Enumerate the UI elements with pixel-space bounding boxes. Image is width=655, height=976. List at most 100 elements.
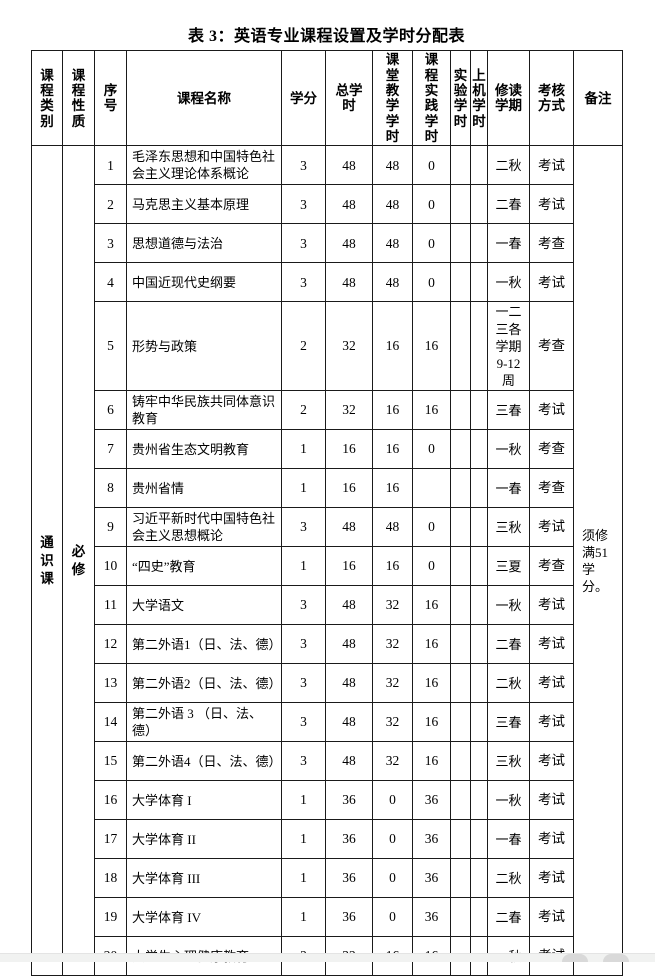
cell-practice-hours: 16: [412, 663, 451, 704]
category-cell: 通识课: [31, 145, 63, 976]
cell-course-name: 形势与政策: [126, 301, 282, 392]
doc-title: 表 3：英语专业课程设置及学时分配表: [187, 28, 465, 45]
cell-lecture-hours: 0: [372, 780, 413, 821]
cell-credits: 3: [281, 184, 326, 225]
category-label: 通识课: [40, 535, 54, 586]
cell-practice-hours: 0: [412, 184, 451, 225]
cell-lab-hours: [450, 223, 471, 264]
cell-course-name: 大学体育 IV: [126, 897, 282, 938]
cell-semester: 一秋: [487, 429, 530, 470]
cell-lecture-hours: 48: [372, 507, 413, 548]
cell-credits: 3: [281, 663, 326, 704]
cell-computer-hours: [470, 819, 488, 860]
cell-lab-hours: [450, 507, 471, 548]
cell-semester: 三春: [487, 390, 530, 431]
cell-semester: 二秋: [487, 663, 530, 704]
cell-semester: 一秋: [487, 585, 530, 626]
cell-course-name: 第二外语4（日、法、德）: [126, 741, 282, 782]
cell-computer-hours: [470, 624, 488, 665]
cell-semester: 二秋: [487, 858, 530, 899]
cell-assessment: 考试: [529, 663, 574, 704]
cell-assessment: 考试: [529, 897, 574, 938]
cell-no: 13: [94, 663, 127, 704]
cell-practice-hours: 16: [412, 702, 451, 743]
cell-lab-hours: [450, 390, 471, 431]
cell-total-hours: 48: [325, 741, 373, 782]
cell-total-hours: 32: [325, 301, 373, 392]
cell-total-hours: 48: [325, 262, 373, 303]
header-remarks: 备注: [573, 50, 623, 147]
cell-lab-hours: [450, 624, 471, 665]
cell-total-hours: 36: [325, 819, 373, 860]
cell-computer-hours: [470, 223, 488, 264]
cell-lecture-hours: 48: [372, 145, 413, 186]
cell-computer-hours: [470, 741, 488, 782]
cell-lecture-hours: 16: [372, 546, 413, 587]
table-row: 14 第二外语 3 （日、法、德） 3 48 32 16 三春 考试: [32, 702, 623, 743]
cell-total-hours: 16: [325, 429, 373, 470]
cell-assessment: 考试: [529, 702, 574, 743]
cell-course-name: 中国近现代史纲要: [126, 262, 282, 303]
bottom-bar-button-2[interactable]: [603, 954, 629, 962]
cell-assessment: 考试: [529, 819, 574, 860]
cell-lab-hours: [450, 819, 471, 860]
cell-no: 5: [94, 301, 127, 392]
cell-assessment: 考试: [529, 741, 574, 782]
table-row: 3 思想道德与法治 3 48 48 0 一春 考查: [32, 223, 623, 264]
table-row: 18 大学体育 III 1 36 0 36 二秋 考试: [32, 858, 623, 899]
cell-practice-hours: 36: [412, 858, 451, 899]
table-row: 17 大学体育 II 1 36 0 36 一春 考试: [32, 819, 623, 860]
cell-total-hours: 48: [325, 184, 373, 225]
cell-total-hours: 36: [325, 897, 373, 938]
cell-credits: 3: [281, 585, 326, 626]
cell-computer-hours: [470, 858, 488, 899]
cell-computer-hours: [470, 663, 488, 704]
cell-assessment: 考试: [529, 262, 574, 303]
cell-lab-hours: [450, 858, 471, 899]
cell-lecture-hours: 32: [372, 741, 413, 782]
cell-total-hours: 16: [325, 468, 373, 509]
cell-lecture-hours: 32: [372, 702, 413, 743]
cell-lecture-hours: 48: [372, 184, 413, 225]
cell-semester: 二秋: [487, 145, 530, 186]
cell-assessment: 考试: [529, 858, 574, 899]
cell-no: 16: [94, 780, 127, 821]
cell-semester: 三秋: [487, 741, 530, 782]
remarks-cell: 须修满51学分。: [573, 145, 623, 976]
cell-lab-hours: [450, 897, 471, 938]
cell-lecture-hours: 16: [372, 390, 413, 431]
cell-practice-hours: 36: [412, 897, 451, 938]
cell-no: 19: [94, 897, 127, 938]
cell-total-hours: 16: [325, 546, 373, 587]
cell-lecture-hours: 48: [372, 262, 413, 303]
cell-practice-hours: [412, 468, 451, 509]
cell-computer-hours: [470, 546, 488, 587]
cell-assessment: 考试: [529, 145, 574, 186]
cell-total-hours: 36: [325, 780, 373, 821]
cell-computer-hours: [470, 585, 488, 626]
cell-practice-hours: 0: [412, 546, 451, 587]
cell-practice-hours: 0: [412, 223, 451, 264]
cell-semester: 一春: [487, 223, 530, 264]
cell-assessment: 考查: [529, 223, 574, 264]
header-lab-hours: 实验学时: [450, 50, 471, 147]
bottom-bar-button-1[interactable]: [562, 954, 588, 962]
cell-course-name: 铸牢中华民族共同体意识教育: [126, 390, 282, 431]
cell-lab-hours: [450, 780, 471, 821]
cell-lecture-hours: 32: [372, 585, 413, 626]
cell-practice-hours: 0: [412, 429, 451, 470]
cell-course-name: 思想道德与法治: [126, 223, 282, 264]
cell-no: 17: [94, 819, 127, 860]
cell-lecture-hours: 48: [372, 223, 413, 264]
cell-computer-hours: [470, 390, 488, 431]
table-row: 6 铸牢中华民族共同体意识教育 2 32 16 16 三春 考试: [32, 390, 623, 431]
cell-no: 14: [94, 702, 127, 743]
cell-lab-hours: [450, 429, 471, 470]
header-course-name: 课程名称: [126, 50, 282, 147]
cell-credits: 1: [281, 546, 326, 587]
table-row: 4 中国近现代史纲要 3 48 48 0 一秋 考试: [32, 262, 623, 303]
header-practice-hours: 课程实践学时: [412, 50, 451, 147]
cell-computer-hours: [470, 262, 488, 303]
cell-assessment: 考试: [529, 585, 574, 626]
